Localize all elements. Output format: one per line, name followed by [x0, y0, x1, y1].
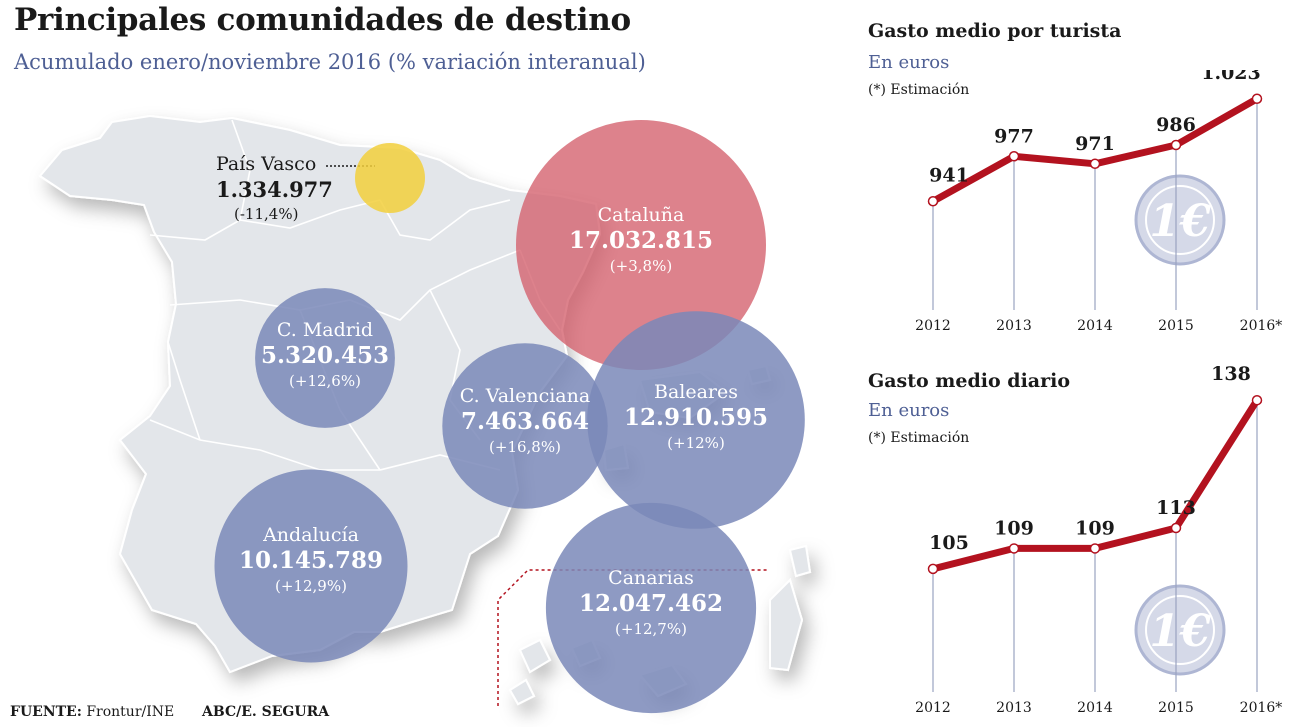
svg-text:1€: 1€	[1149, 606, 1211, 657]
region-value: 5.320.453	[260, 342, 390, 369]
region-label-valenciana: C. Valenciana 7.463.664 (+16,8%)	[460, 384, 590, 458]
data-point	[1170, 522, 1182, 534]
data-point	[1251, 93, 1263, 104]
region-name: C. Valenciana	[459, 385, 591, 407]
region-label-pais-vasco: País Vasco 1.334.977 (-11,4%)	[216, 152, 333, 225]
region-change: (+3,8%)	[609, 257, 673, 275]
line-chart-gasto-diario: 1€ 105 109 109 113 138 2012 2013 2014 2015 2016*	[915, 363, 1283, 716]
x-tick-label: 2015	[1158, 318, 1194, 334]
spain-map	[38, 114, 812, 714]
bubble-madrid	[255, 288, 395, 428]
region-name: País Vasco	[216, 153, 317, 175]
chart-title-gasto-turista: Gasto medio por turista	[868, 20, 1122, 42]
data-point	[1251, 394, 1263, 406]
chart-note-gasto-diario: (*) Estimación	[868, 430, 970, 446]
euro-coin-icon: 1€	[1134, 584, 1226, 676]
region-change: (+12,9%)	[275, 577, 347, 595]
region-label-canarias: Canarias 12.047.462 (+12,7%)	[579, 566, 723, 640]
region-name: Baleares	[653, 381, 739, 403]
region-label-baleares: Baleares 12.910.595 (+12%)	[624, 380, 768, 454]
x-tick-label: 2012	[915, 318, 951, 334]
data-point	[1089, 158, 1101, 169]
bubble-valenciana	[442, 343, 608, 509]
region-change: (+12,6%)	[289, 372, 361, 390]
x-tick-label: 2015	[1158, 700, 1194, 716]
region-change: (+12%)	[667, 434, 725, 452]
x-tick-label: 2013	[996, 700, 1032, 716]
region-bubbles	[214, 120, 805, 714]
source-value: Frontur/INE	[86, 704, 175, 720]
region-label-madrid: C. Madrid 5.320.453 (+12,6%)	[261, 318, 389, 392]
chart-note-gasto-turista: (*) Estimación	[868, 82, 970, 98]
region-name: C. Madrid	[276, 319, 374, 341]
data-label: 977	[994, 125, 1034, 147]
x-tick-label: 2016*	[1240, 318, 1283, 334]
region-name: Cataluña	[597, 204, 685, 226]
data-point	[927, 196, 939, 207]
data-point	[1008, 543, 1020, 554]
footer-credit: ABC/E. SEGURA	[202, 704, 329, 720]
euro-coin-icon: 1€	[1134, 174, 1226, 266]
region-change: (+16,8%)	[489, 438, 561, 456]
bubble-andalucia	[214, 469, 408, 663]
data-label: 941	[929, 164, 969, 186]
data-label: 109	[1075, 517, 1115, 539]
data-point	[1089, 543, 1101, 554]
bubble-cataluna	[516, 120, 766, 370]
canarias-inset-frame	[497, 569, 768, 706]
bubble-baleares	[587, 311, 805, 529]
region-value: 7.463.664	[460, 408, 590, 435]
region-name: Andalucía	[263, 524, 359, 546]
region-name: Canarias	[608, 567, 694, 589]
data-point	[1008, 151, 1020, 162]
data-point	[1170, 139, 1182, 151]
x-tick-label: 2012	[915, 700, 951, 716]
page-subtitle: Acumulado enero/noviembre 2016 (% variac…	[14, 50, 646, 74]
data-label: 986	[1156, 114, 1196, 136]
page-title: Principales comunidades de destino	[14, 2, 631, 38]
credit-label: ABC/E. SEGURA	[202, 704, 330, 720]
data-label: 113	[1156, 497, 1196, 519]
region-label-andalucia: Andalucía 10.145.789 (+12,9%)	[239, 523, 383, 597]
region-label-cataluna: Cataluña 17.032.815 (+3,8%)	[569, 203, 713, 277]
data-label: 1.023	[1201, 70, 1261, 84]
data-label: 138	[1211, 363, 1251, 385]
bubble-canarias	[545, 502, 757, 714]
data-label: 971	[1075, 133, 1115, 155]
source-label: FUENTE:	[10, 704, 82, 720]
region-change: (-11,4%)	[234, 205, 299, 223]
region-value: 1.334.977	[216, 177, 333, 202]
region-value: 10.145.789	[238, 547, 384, 574]
region-value: 17.032.815	[568, 227, 714, 254]
region-value: 12.910.595	[623, 404, 769, 431]
svg-text:1€: 1€	[1149, 196, 1211, 247]
line-chart-gasto-turista: 1€ 941 977 971 986 1.023 2012 2013 2014 2015 2016*	[915, 70, 1283, 334]
chart-unit-gasto-turista: En euros	[868, 52, 950, 73]
chart-title-gasto-diario: Gasto medio diario	[868, 370, 1070, 392]
data-label: 109	[994, 517, 1034, 539]
data-label: 105	[929, 532, 969, 554]
chart-unit-gasto-diario: En euros	[868, 400, 950, 421]
x-tick-label: 2016*	[1240, 700, 1283, 716]
x-tick-label: 2014	[1077, 700, 1113, 716]
x-tick-label: 2014	[1077, 318, 1113, 334]
x-tick-label: 2013	[996, 318, 1032, 334]
region-change: (+12,7%)	[615, 620, 687, 638]
data-point	[927, 563, 939, 575]
footer-source: FUENTE: Frontur/INE	[10, 704, 174, 720]
region-value: 12.047.462	[578, 590, 724, 617]
bubble-pais-vasco	[355, 143, 425, 213]
